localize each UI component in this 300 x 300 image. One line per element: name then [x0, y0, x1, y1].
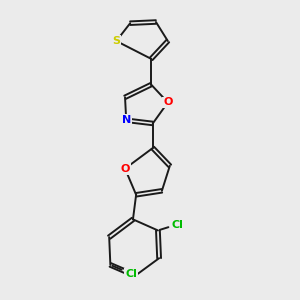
Text: S: S — [112, 36, 120, 46]
Text: O: O — [120, 164, 130, 174]
Text: Cl: Cl — [171, 220, 183, 230]
Text: Cl: Cl — [125, 268, 137, 279]
Text: O: O — [163, 98, 172, 107]
Text: N: N — [122, 115, 131, 125]
